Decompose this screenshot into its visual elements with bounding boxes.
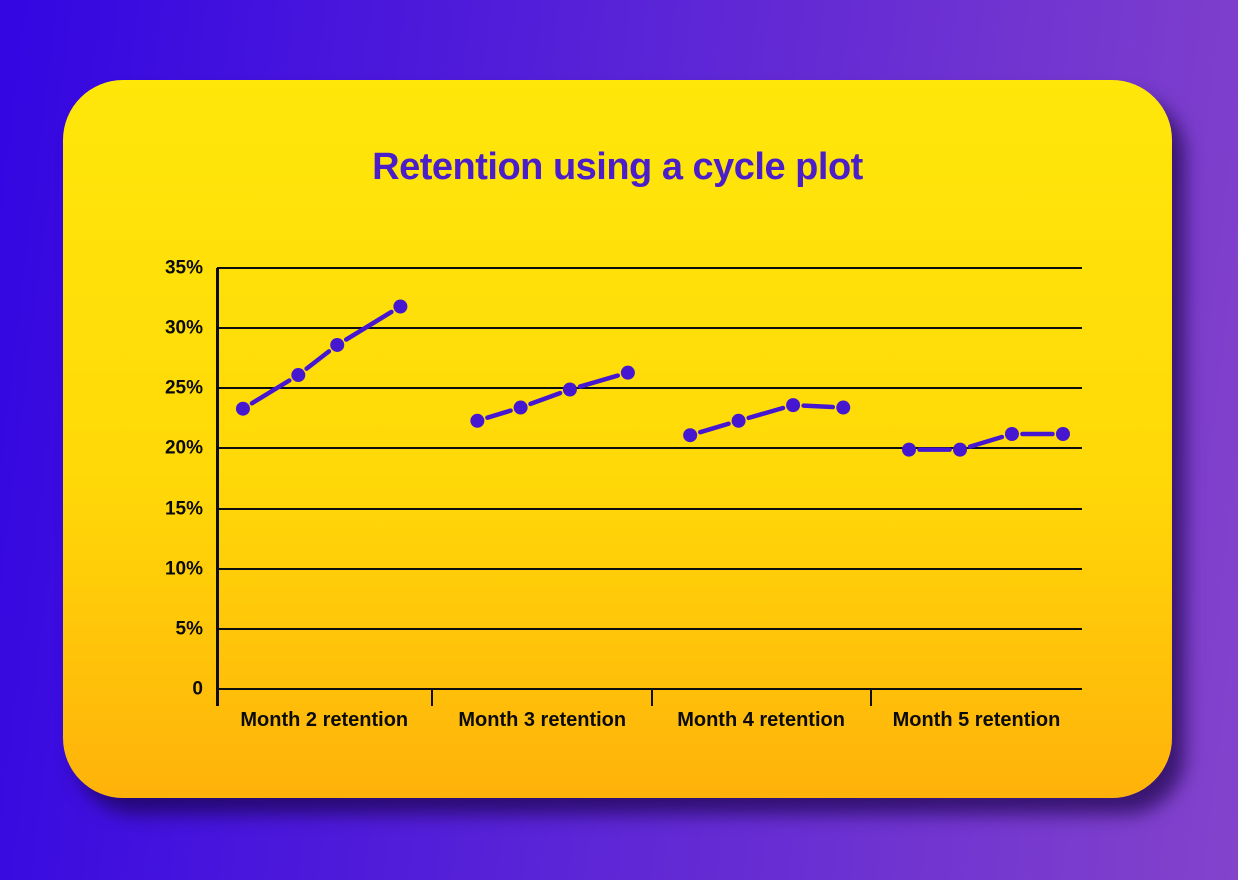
data-point	[562, 382, 577, 397]
data-point	[836, 400, 851, 415]
data-point	[953, 442, 968, 457]
y-tick-label: 10%	[164, 558, 203, 580]
y-tick-label: 5%	[175, 618, 203, 640]
data-point	[1004, 426, 1019, 441]
gridline	[217, 507, 1082, 510]
series-segment	[343, 309, 394, 342]
series-segment	[697, 421, 731, 435]
data-point	[513, 400, 528, 415]
y-tick-label: 0	[192, 678, 203, 700]
chart-card: Retention using a cycle plot 35% 30% 25% 20…	[63, 80, 1172, 798]
series-segment	[304, 349, 332, 371]
data-point	[235, 401, 250, 416]
data-point	[786, 398, 801, 413]
data-point	[683, 428, 698, 443]
data-point	[291, 368, 306, 383]
y-tick-label: 35%	[164, 257, 203, 279]
gridline	[217, 627, 1082, 630]
y-axis-line	[216, 268, 219, 706]
x-axis-tick	[869, 689, 872, 706]
gridline	[217, 267, 1082, 269]
plot-area: 35% 30% 25% 20% 15% 10% 5% 0 Month 2 retention M…	[165, 259, 1082, 731]
series-segment	[746, 405, 786, 421]
x-group-label: Month 5 retention	[892, 709, 1061, 731]
gridline	[217, 327, 1082, 330]
data-point	[620, 365, 635, 380]
y-tick-label: 20%	[164, 437, 203, 459]
gridline	[217, 688, 1082, 690]
gridline	[217, 567, 1082, 570]
y-tick-label: 25%	[164, 377, 203, 399]
gridline	[217, 387, 1082, 390]
x-axis-tick	[431, 689, 434, 706]
y-tick-label: 15%	[164, 498, 203, 520]
x-group-label: Month 2 retention	[240, 709, 409, 731]
series-segment	[485, 408, 513, 420]
chart-title: Retention using a cycle plot	[372, 146, 863, 188]
data-point	[731, 413, 746, 428]
gridline	[217, 447, 1082, 450]
data-point	[393, 299, 408, 314]
y-tick-label: 30%	[164, 317, 203, 339]
series-segment	[967, 434, 1005, 449]
data-point	[470, 413, 485, 428]
data-point	[330, 337, 345, 352]
series-segment	[577, 373, 621, 389]
x-group-label: Month 3 retention	[458, 709, 627, 731]
x-group-label: Month 4 retention	[677, 709, 845, 731]
data-series	[235, 299, 1070, 457]
series-segment	[801, 403, 836, 410]
x-axis-tick	[651, 689, 654, 706]
series-segment	[249, 378, 292, 406]
series-segment	[528, 390, 563, 407]
data-point	[1055, 426, 1070, 441]
data-point	[902, 442, 916, 457]
